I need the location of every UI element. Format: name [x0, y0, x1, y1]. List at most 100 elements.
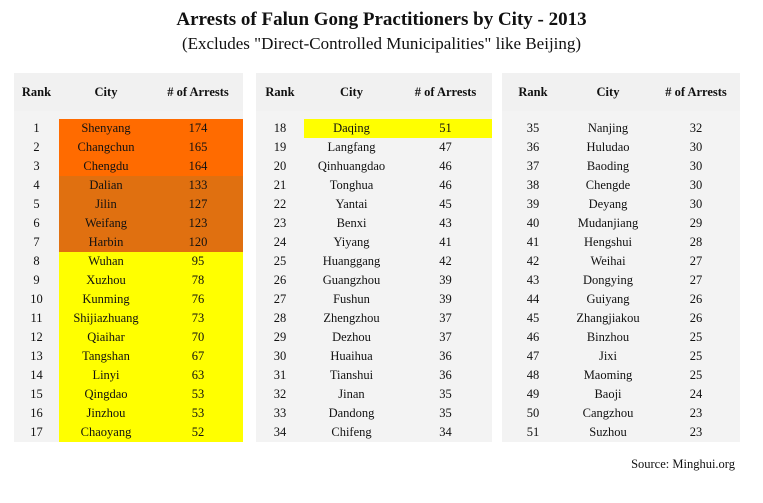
rank-cell: 14 — [14, 366, 59, 385]
arrests-cell: 46 — [399, 176, 492, 195]
arrests-cell: 39 — [399, 271, 492, 290]
arrests-cell: 41 — [399, 233, 492, 252]
arrests-cell: 95 — [153, 252, 243, 271]
arrests-cell: 73 — [153, 309, 243, 328]
rank-cell: 3 — [14, 157, 59, 176]
table-row: 7 Harbin 120 — [14, 233, 243, 252]
city-cell: Fushun — [304, 290, 399, 309]
table-row: 49 Baoji 24 — [502, 385, 740, 404]
table-row: 25 Huanggang 42 — [256, 252, 492, 271]
table-row: 29 Dezhou 37 — [256, 328, 492, 347]
source-note: Source: Minghui.org — [631, 457, 735, 471]
table-row: 27 Fushun 39 — [256, 290, 492, 309]
table-row: 14 Linyi 63 — [14, 366, 243, 385]
table-row: 23 Benxi 43 — [256, 214, 492, 233]
city-cell: Dezhou — [304, 328, 399, 347]
header-city: City — [304, 73, 399, 111]
rank-cell: 42 — [502, 252, 564, 271]
arrests-cell: 45 — [399, 195, 492, 214]
arrests-cell: 174 — [153, 111, 243, 138]
rank-cell: 41 — [502, 233, 564, 252]
rank-cell: 27 — [256, 290, 304, 309]
table-row: 26 Guangzhou 39 — [256, 271, 492, 290]
ranking-table-2: Rank City # of Arrests 18 Daqing 51 19 Langf… — [256, 73, 492, 442]
table-row: 8 Wuhan 95 — [14, 252, 243, 271]
arrests-cell: 26 — [652, 290, 740, 309]
rank-cell: 13 — [14, 347, 59, 366]
arrests-cell: 47 — [399, 138, 492, 157]
city-cell: Huaihua — [304, 347, 399, 366]
arrests-cell: 29 — [652, 214, 740, 233]
header-rank: Rank — [256, 73, 304, 111]
rank-cell: 34 — [256, 423, 304, 442]
city-cell: Harbin — [59, 233, 153, 252]
table-row: 32 Jinan 35 — [256, 385, 492, 404]
arrests-cell: 30 — [652, 138, 740, 157]
arrests-cell: 30 — [652, 176, 740, 195]
rank-cell: 32 — [256, 385, 304, 404]
city-cell: Chengde — [564, 176, 652, 195]
table-row: 36 Huludao 30 — [502, 138, 740, 157]
rank-cell: 43 — [502, 271, 564, 290]
arrests-cell: 34 — [399, 423, 492, 442]
arrests-cell: 127 — [153, 195, 243, 214]
table-row: 28 Zhengzhou 37 — [256, 309, 492, 328]
rank-cell: 1 — [14, 111, 59, 138]
city-cell: Shenyang — [59, 111, 153, 138]
arrests-cell: 165 — [153, 138, 243, 157]
header-rank: Rank — [502, 73, 564, 111]
arrests-cell: 46 — [399, 157, 492, 176]
rank-cell: 45 — [502, 309, 564, 328]
table-row: 22 Yantai 45 — [256, 195, 492, 214]
city-cell: Changchun — [59, 138, 153, 157]
table-row: 11 Shijiazhuang 73 — [14, 309, 243, 328]
table-row: 35 Nanjing 32 — [502, 111, 740, 138]
city-cell: Jinzhou — [59, 404, 153, 423]
chart-subtitle: (Excludes "Direct-Controlled Municipalit… — [181, 34, 582, 53]
table-row: 38 Chengde 30 — [502, 176, 740, 195]
city-cell: Weihai — [564, 252, 652, 271]
table-row: 16 Jinzhou 53 — [14, 404, 243, 423]
city-cell: Wuhan — [59, 252, 153, 271]
arrests-cell: 52 — [153, 423, 243, 442]
table-row: 33 Dandong 35 — [256, 404, 492, 423]
table-row: 6 Weifang 123 — [14, 214, 243, 233]
table-row: 2 Changchun 165 — [14, 138, 243, 157]
table-row: 40 Mudanjiang 29 — [502, 214, 740, 233]
arrests-cell: 25 — [652, 328, 740, 347]
table-row: 43 Dongying 27 — [502, 271, 740, 290]
rank-cell: 17 — [14, 423, 59, 442]
table-row: 39 Deyang 30 — [502, 195, 740, 214]
city-cell: Chifeng — [304, 423, 399, 442]
table-row: 4 Dalian 133 — [14, 176, 243, 195]
arrests-cell: 28 — [652, 233, 740, 252]
rank-cell: 12 — [14, 328, 59, 347]
city-cell: Zhangjiakou — [564, 309, 652, 328]
rank-cell: 28 — [256, 309, 304, 328]
table-row: 37 Baoding 30 — [502, 157, 740, 176]
arrests-cell: 63 — [153, 366, 243, 385]
table-row: 17 Chaoyang 52 — [14, 423, 243, 442]
rank-cell: 29 — [256, 328, 304, 347]
chart-title: Arrests of Falun Gong Practitioners by C… — [176, 9, 587, 30]
table-row: 51 Suzhou 23 — [502, 423, 740, 442]
rank-cell: 10 — [14, 290, 59, 309]
header-city: City — [59, 73, 153, 111]
arrests-cell: 53 — [153, 385, 243, 404]
table-row: 20 Qinhuangdao 46 — [256, 157, 492, 176]
rank-cell: 39 — [502, 195, 564, 214]
table-row: 50 Cangzhou 23 — [502, 404, 740, 423]
rank-cell: 31 — [256, 366, 304, 385]
arrests-cell: 133 — [153, 176, 243, 195]
arrests-cell: 36 — [399, 366, 492, 385]
rank-cell: 21 — [256, 176, 304, 195]
table-row: 41 Hengshui 28 — [502, 233, 740, 252]
city-cell: Jinan — [304, 385, 399, 404]
table-row: 44 Guiyang 26 — [502, 290, 740, 309]
city-cell: Kunming — [59, 290, 153, 309]
city-cell: Maoming — [564, 366, 652, 385]
table-row: 19 Langfang 47 — [256, 138, 492, 157]
rank-cell: 30 — [256, 347, 304, 366]
rank-cell: 11 — [14, 309, 59, 328]
city-cell: Deyang — [564, 195, 652, 214]
